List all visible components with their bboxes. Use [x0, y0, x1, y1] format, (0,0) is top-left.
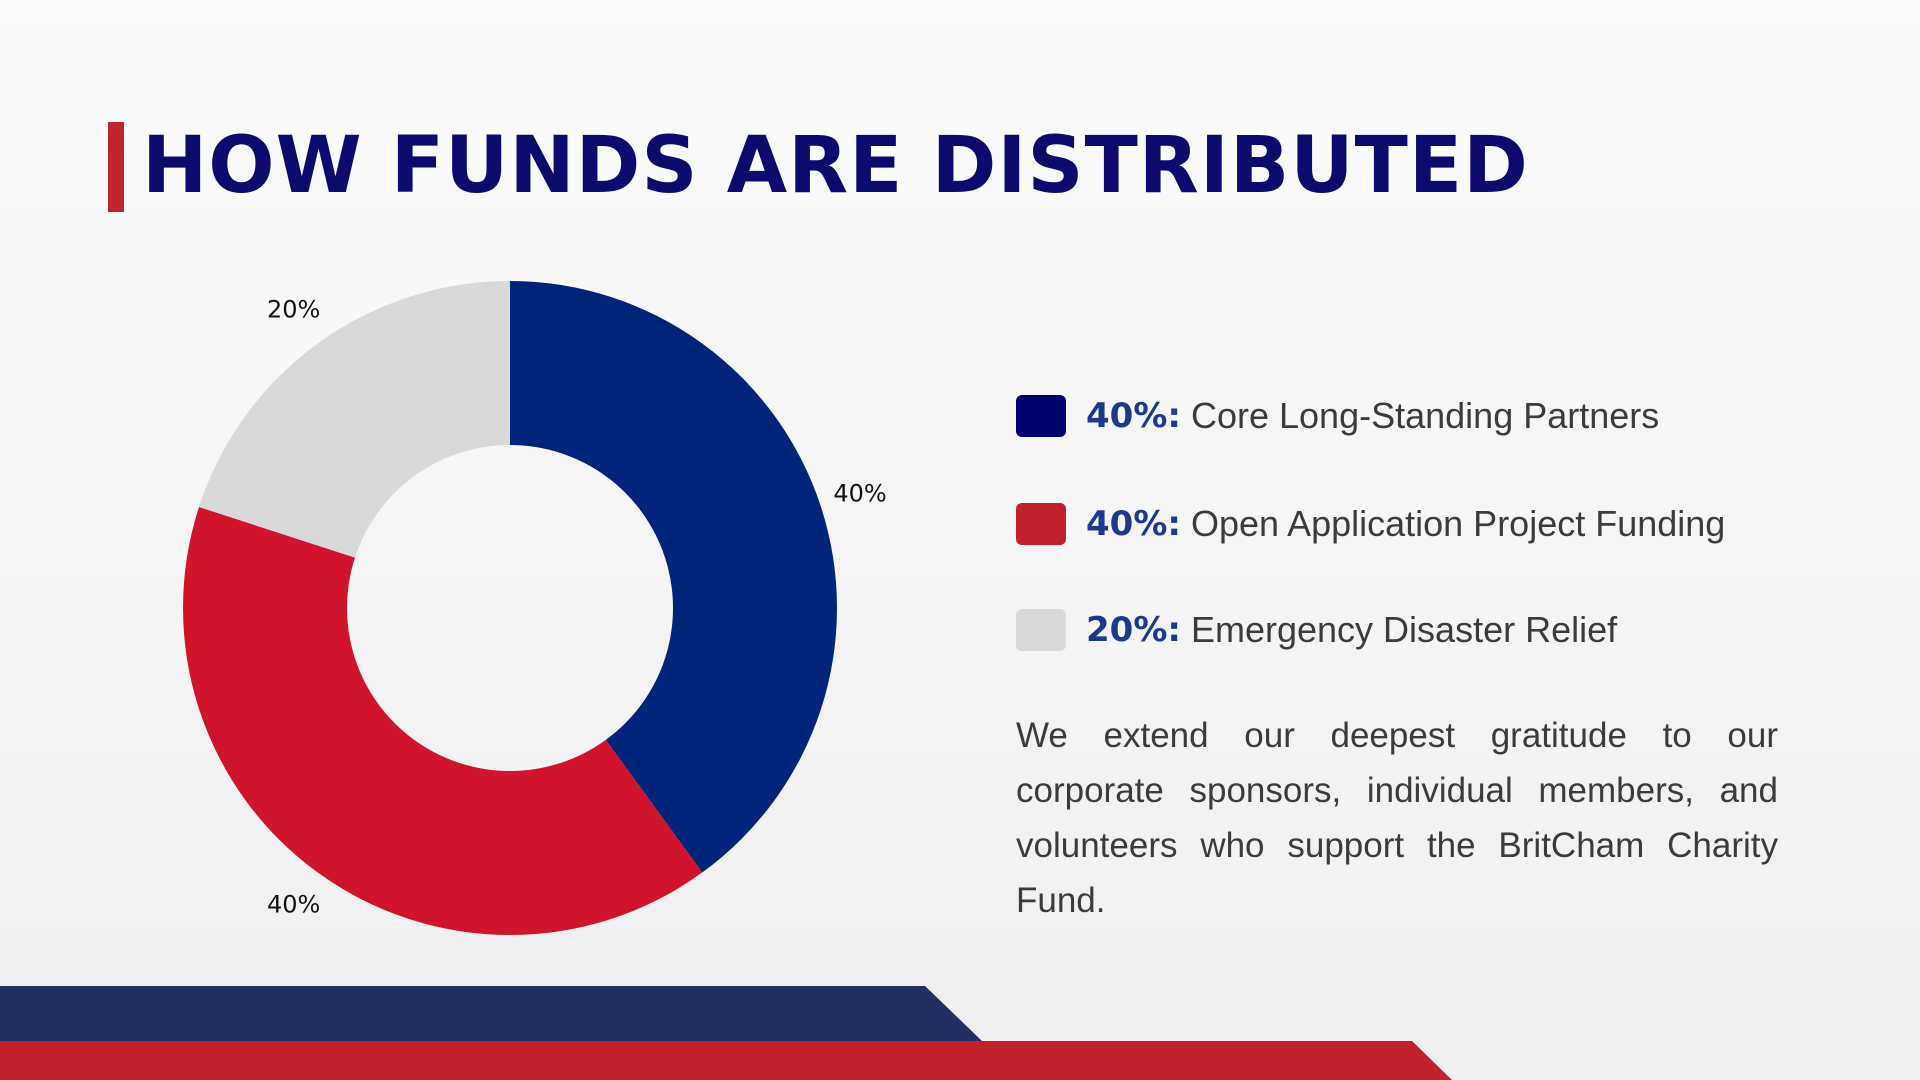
legend-percent: 40%:: [1086, 504, 1181, 544]
legend-item: 20%: Emergency Disaster Relief: [1016, 606, 1796, 654]
slice-data-label: 40%: [833, 479, 886, 507]
title-accent-bar: [108, 122, 124, 212]
legend: 40%: Core Long-Standing Partners 40%: Op…: [1016, 392, 1796, 714]
donut-slice: [182, 506, 703, 936]
legend-label: Open Application Project Funding: [1190, 503, 1726, 544]
donut-slice: [199, 281, 510, 558]
legend-swatch: [1016, 609, 1066, 651]
donut-slice: [510, 281, 838, 873]
gratitude-note: We extend our deepest gratitude to our c…: [1016, 716, 1778, 920]
legend-swatch: [1016, 395, 1066, 437]
slice-data-label: 20%: [267, 295, 320, 323]
legend-label: Core Long-Standing Partners: [1190, 395, 1660, 436]
legend-percent: 20%:: [1086, 610, 1181, 650]
slice-data-label: 40%: [267, 891, 320, 919]
legend-label: Emergency Disaster Relief: [1190, 609, 1618, 650]
legend-swatch: [1016, 503, 1066, 545]
donut-chart: 40% 40% 20%: [182, 281, 887, 936]
footer-stripe-red: [0, 1041, 1452, 1080]
footer-stripe-navy: [0, 986, 982, 1041]
legend-percent: 40%:: [1086, 396, 1181, 436]
page-title: HOW FUNDS ARE DISTRIBUTED: [142, 121, 1529, 211]
legend-item: 40%: Core Long-Standing Partners: [1016, 392, 1796, 440]
legend-item: 40%: Open Application Project Funding: [1016, 500, 1796, 548]
footer-stripes: [0, 986, 1452, 1080]
